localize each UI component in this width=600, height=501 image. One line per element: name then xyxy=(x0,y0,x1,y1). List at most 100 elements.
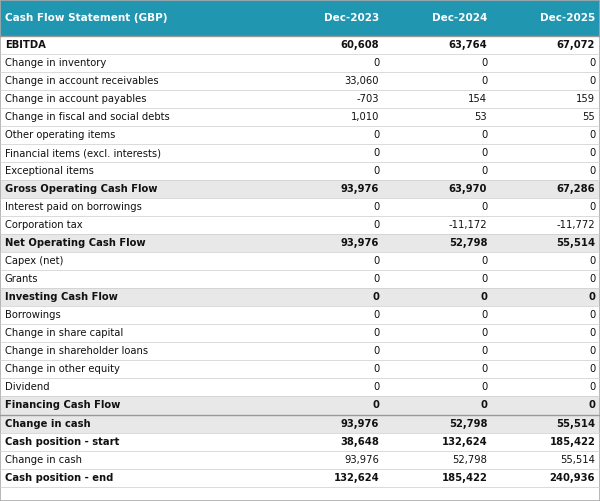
Text: 185,422: 185,422 xyxy=(550,436,595,446)
FancyBboxPatch shape xyxy=(276,307,384,325)
Text: 0: 0 xyxy=(481,130,487,140)
Text: 0: 0 xyxy=(481,148,487,158)
Text: 55,514: 55,514 xyxy=(560,454,595,464)
FancyBboxPatch shape xyxy=(384,54,492,72)
FancyBboxPatch shape xyxy=(0,144,276,162)
FancyBboxPatch shape xyxy=(492,198,600,216)
FancyBboxPatch shape xyxy=(276,289,384,307)
Text: Grants: Grants xyxy=(5,275,38,285)
Text: Change in fiscal and social debts: Change in fiscal and social debts xyxy=(5,112,170,122)
Text: 0: 0 xyxy=(373,202,379,212)
FancyBboxPatch shape xyxy=(0,198,276,216)
Text: 185,422: 185,422 xyxy=(442,472,487,482)
Text: 0: 0 xyxy=(481,293,487,303)
FancyBboxPatch shape xyxy=(276,126,384,144)
FancyBboxPatch shape xyxy=(492,0,600,36)
Text: Dec-2024: Dec-2024 xyxy=(432,13,487,23)
Text: 93,976: 93,976 xyxy=(341,184,379,194)
Text: Financial items (excl. interests): Financial items (excl. interests) xyxy=(5,148,161,158)
FancyBboxPatch shape xyxy=(492,289,600,307)
FancyBboxPatch shape xyxy=(384,325,492,342)
FancyBboxPatch shape xyxy=(0,396,276,414)
FancyBboxPatch shape xyxy=(384,414,492,432)
Text: Cash position - start: Cash position - start xyxy=(5,436,119,446)
Text: 0: 0 xyxy=(373,329,379,338)
FancyBboxPatch shape xyxy=(384,0,492,36)
FancyBboxPatch shape xyxy=(384,144,492,162)
Text: Change in other equity: Change in other equity xyxy=(5,364,119,374)
Text: Other operating items: Other operating items xyxy=(5,130,115,140)
FancyBboxPatch shape xyxy=(0,360,276,378)
Text: 0: 0 xyxy=(373,220,379,230)
FancyBboxPatch shape xyxy=(276,216,384,234)
FancyBboxPatch shape xyxy=(276,108,384,126)
FancyBboxPatch shape xyxy=(276,325,384,342)
Text: -11,172: -11,172 xyxy=(449,220,487,230)
FancyBboxPatch shape xyxy=(276,253,384,271)
FancyBboxPatch shape xyxy=(492,90,600,108)
Text: Investing Cash Flow: Investing Cash Flow xyxy=(5,293,118,303)
FancyBboxPatch shape xyxy=(276,468,384,486)
FancyBboxPatch shape xyxy=(384,468,492,486)
Text: 0: 0 xyxy=(481,275,487,285)
FancyBboxPatch shape xyxy=(0,180,276,198)
Text: 0: 0 xyxy=(481,76,487,86)
FancyBboxPatch shape xyxy=(492,468,600,486)
FancyBboxPatch shape xyxy=(384,289,492,307)
FancyBboxPatch shape xyxy=(276,342,384,360)
Text: -11,772: -11,772 xyxy=(557,220,595,230)
Text: Change in cash: Change in cash xyxy=(5,454,82,464)
Text: 0: 0 xyxy=(589,166,595,176)
Text: Borrowings: Borrowings xyxy=(5,311,61,320)
Text: 0: 0 xyxy=(481,202,487,212)
Text: 0: 0 xyxy=(373,364,379,374)
FancyBboxPatch shape xyxy=(0,289,276,307)
Text: 0: 0 xyxy=(589,400,595,410)
Text: 0: 0 xyxy=(373,311,379,320)
Text: 67,072: 67,072 xyxy=(557,40,595,50)
Text: Change in inventory: Change in inventory xyxy=(5,58,106,68)
FancyBboxPatch shape xyxy=(492,325,600,342)
Text: 0: 0 xyxy=(481,364,487,374)
Text: Dec-2025: Dec-2025 xyxy=(540,13,595,23)
Text: 0: 0 xyxy=(589,58,595,68)
FancyBboxPatch shape xyxy=(492,234,600,253)
FancyBboxPatch shape xyxy=(384,108,492,126)
FancyBboxPatch shape xyxy=(384,253,492,271)
Text: 60,608: 60,608 xyxy=(341,40,379,50)
FancyBboxPatch shape xyxy=(492,378,600,396)
FancyBboxPatch shape xyxy=(0,126,276,144)
FancyBboxPatch shape xyxy=(0,36,276,54)
Text: 0: 0 xyxy=(481,400,487,410)
Text: 0: 0 xyxy=(481,346,487,356)
Text: 0: 0 xyxy=(589,382,595,392)
FancyBboxPatch shape xyxy=(0,72,276,90)
Text: 0: 0 xyxy=(481,382,487,392)
FancyBboxPatch shape xyxy=(276,432,384,450)
FancyBboxPatch shape xyxy=(0,378,276,396)
FancyBboxPatch shape xyxy=(0,325,276,342)
FancyBboxPatch shape xyxy=(492,432,600,450)
FancyBboxPatch shape xyxy=(492,144,600,162)
Text: 0: 0 xyxy=(589,148,595,158)
FancyBboxPatch shape xyxy=(384,396,492,414)
FancyBboxPatch shape xyxy=(384,378,492,396)
Text: Cash Flow Statement (GBP): Cash Flow Statement (GBP) xyxy=(5,13,167,23)
Text: 0: 0 xyxy=(589,130,595,140)
FancyBboxPatch shape xyxy=(492,162,600,180)
FancyBboxPatch shape xyxy=(0,54,276,72)
FancyBboxPatch shape xyxy=(492,108,600,126)
Text: 1,010: 1,010 xyxy=(351,112,379,122)
FancyBboxPatch shape xyxy=(276,360,384,378)
Text: 0: 0 xyxy=(373,275,379,285)
Text: 55: 55 xyxy=(583,112,595,122)
FancyBboxPatch shape xyxy=(0,234,276,253)
FancyBboxPatch shape xyxy=(492,253,600,271)
FancyBboxPatch shape xyxy=(276,234,384,253)
Text: 52,798: 52,798 xyxy=(449,238,487,248)
Text: Dividend: Dividend xyxy=(5,382,49,392)
Text: Change in shareholder loans: Change in shareholder loans xyxy=(5,346,148,356)
FancyBboxPatch shape xyxy=(276,36,384,54)
FancyBboxPatch shape xyxy=(492,180,600,198)
FancyBboxPatch shape xyxy=(384,234,492,253)
